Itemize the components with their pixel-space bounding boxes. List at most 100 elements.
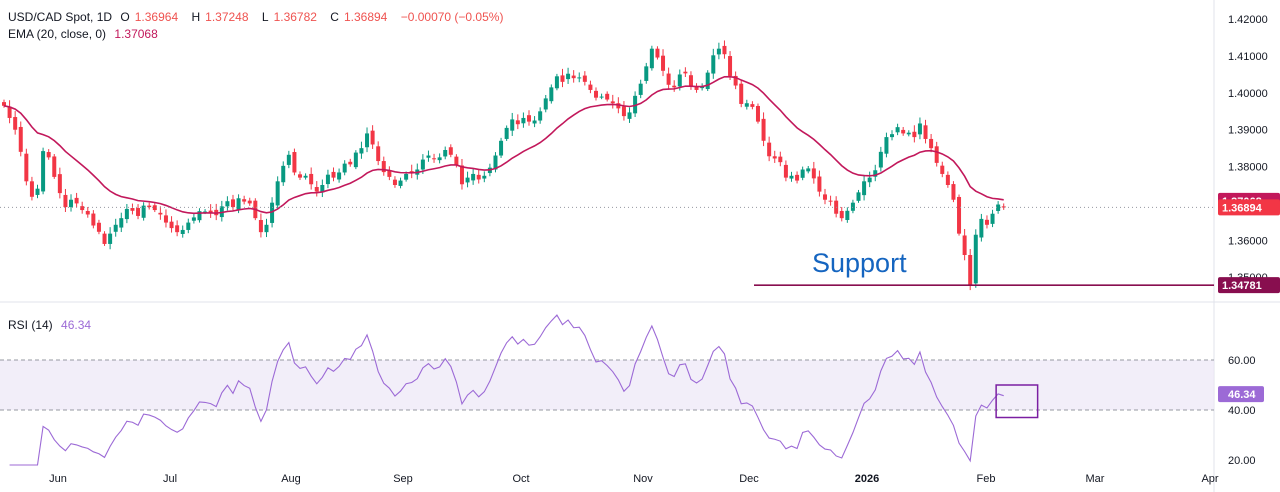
candle xyxy=(811,161,816,184)
candle xyxy=(281,161,286,186)
candle xyxy=(733,71,738,90)
candle xyxy=(314,181,319,197)
candle-body xyxy=(571,75,576,79)
candle xyxy=(515,114,520,130)
candle-body xyxy=(41,151,46,192)
candle xyxy=(69,194,74,212)
candle xyxy=(633,91,638,117)
candle xyxy=(348,158,353,167)
candle xyxy=(370,125,375,149)
candle xyxy=(504,125,509,141)
candle xyxy=(63,188,68,212)
candle-body xyxy=(208,210,213,213)
candle-body xyxy=(767,142,772,157)
candle xyxy=(627,107,632,123)
candle xyxy=(878,146,883,172)
candle-body xyxy=(672,85,677,88)
candle xyxy=(906,130,911,137)
candle xyxy=(85,207,90,218)
candle-body xyxy=(783,164,788,178)
price-tag-label: 1.36894 xyxy=(1222,202,1263,214)
candle-body xyxy=(35,188,40,195)
candle xyxy=(666,67,671,90)
candle-body xyxy=(448,147,453,155)
axes: 1.42000 1.41000 1.40000 1.39000 1.38000 1.360… xyxy=(49,14,1280,485)
candle xyxy=(532,116,537,128)
candle-body xyxy=(621,106,626,117)
candle-body xyxy=(443,150,448,157)
candle xyxy=(605,91,610,102)
candle xyxy=(649,45,654,71)
rsi-highlight-box xyxy=(995,384,1039,419)
candle xyxy=(984,215,989,229)
candle xyxy=(895,123,900,136)
candle xyxy=(750,101,755,110)
candle-body xyxy=(979,218,984,238)
candle-body xyxy=(46,152,51,158)
month-label: Mar xyxy=(1086,473,1105,485)
candle-body xyxy=(476,174,481,180)
ema-value: 1.37068 xyxy=(114,27,158,41)
candle xyxy=(599,93,604,100)
candle xyxy=(968,249,973,291)
candle xyxy=(325,169,330,189)
candle xyxy=(951,181,956,203)
candle-body xyxy=(761,118,766,141)
candle-body xyxy=(940,165,945,174)
candle xyxy=(761,112,766,147)
candle xyxy=(728,51,733,81)
price-legend: USD/CAD Spot, 1D O 1.36964 H 1.37248 L 1.36… xyxy=(8,10,508,24)
candle xyxy=(247,197,252,206)
candle xyxy=(392,176,397,188)
candle-body xyxy=(169,221,174,229)
candle-body xyxy=(504,127,509,139)
candle-body xyxy=(772,156,777,159)
rsi-tag-bg xyxy=(1218,386,1264,403)
candle xyxy=(119,212,124,233)
candle-body xyxy=(515,120,520,125)
close-value: 1.36894 xyxy=(343,10,388,24)
candle xyxy=(772,150,777,163)
candle-body xyxy=(817,176,822,192)
candle-body xyxy=(934,146,939,163)
candle xyxy=(549,84,554,104)
candle-body xyxy=(225,201,230,207)
candle-body xyxy=(404,173,409,180)
candle xyxy=(376,141,381,166)
month-label: Oct xyxy=(512,473,529,485)
candle xyxy=(398,177,403,189)
candle-body xyxy=(432,158,437,160)
candle-body xyxy=(638,83,643,95)
candle-body xyxy=(247,200,252,204)
candle-body xyxy=(526,115,531,122)
candle xyxy=(175,220,180,237)
candle xyxy=(538,107,543,124)
candle-body xyxy=(839,210,844,219)
candle xyxy=(655,46,660,60)
ema-label: EMA (20, close, 0) xyxy=(8,27,107,41)
candle-body xyxy=(387,170,392,177)
candle xyxy=(850,199,855,214)
candle xyxy=(46,149,51,160)
candle xyxy=(828,195,833,206)
candle-body xyxy=(471,173,476,181)
rsi-panel xyxy=(0,314,1214,466)
candle xyxy=(778,151,783,167)
rsi-tick-label: 60.00 xyxy=(1228,355,1256,367)
candle-body xyxy=(29,181,34,197)
candle xyxy=(102,231,107,246)
candle xyxy=(839,207,844,222)
candle-body xyxy=(147,205,152,208)
candle-body xyxy=(365,133,370,148)
candle-body xyxy=(862,181,867,196)
candle xyxy=(499,137,504,158)
candle xyxy=(136,204,141,220)
candle xyxy=(795,171,800,184)
candle xyxy=(789,171,794,182)
candle-body xyxy=(191,217,196,221)
candle xyxy=(510,112,515,136)
candle xyxy=(644,62,649,84)
candle xyxy=(476,169,481,184)
rsi-tick-label: 40.00 xyxy=(1228,405,1256,417)
